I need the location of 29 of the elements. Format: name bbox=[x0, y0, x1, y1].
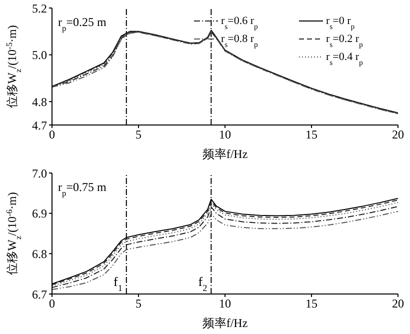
legend-label: r$_{s}$=0.6 r$_{p}$ bbox=[221, 15, 258, 30]
x-tick-label: 10 bbox=[219, 128, 231, 142]
y-tick-label: 4.7 bbox=[32, 118, 47, 132]
x-axis-title: 频率f/Hz bbox=[202, 316, 248, 330]
x-tick-label: 5 bbox=[136, 128, 142, 142]
y-tick-label: 7.0 bbox=[32, 166, 47, 180]
y-tick-label: 6.9 bbox=[32, 206, 47, 221]
y-tick-label: 6.8 bbox=[32, 246, 47, 261]
x-tick-label: 0 bbox=[49, 128, 55, 142]
x-tick-label: 20 bbox=[392, 128, 404, 142]
x-tick-label: 15 bbox=[306, 296, 318, 311]
x-tick-label: 20 bbox=[392, 296, 404, 311]
y-tick-label: 5.2 bbox=[32, 1, 47, 16]
legend-label: r$_{s}$=0.4 r$_{p}$ bbox=[326, 51, 364, 66]
x-tick-label: 15 bbox=[306, 128, 318, 142]
x-axis-title: 频率f/Hz bbox=[202, 147, 248, 161]
legend-label: r$_{s}$=0 r$_{p}$ bbox=[326, 15, 355, 30]
y-tick-label: 5.0 bbox=[32, 48, 47, 62]
x-tick-label: 10 bbox=[219, 296, 231, 311]
x-tick-label: 5 bbox=[136, 296, 142, 311]
ref-line-label: f$_{2}$ bbox=[198, 274, 208, 293]
ref-line-label: f$_{1}$ bbox=[114, 274, 122, 293]
y-tick-label: 6.7 bbox=[32, 287, 47, 302]
legend-label: r$_{s}$=0.2 r$_{p}$ bbox=[326, 33, 364, 48]
annotation: r$_{p}$=0.25 m bbox=[58, 15, 107, 32]
x-tick-label: 0 bbox=[49, 296, 55, 311]
y-tick-label: 4.8 bbox=[32, 94, 47, 109]
annotation: r$_{p}$=0.75 m bbox=[58, 180, 107, 198]
legend-label: r$_{s}$=0.8 r$_{p}$ bbox=[221, 33, 258, 48]
